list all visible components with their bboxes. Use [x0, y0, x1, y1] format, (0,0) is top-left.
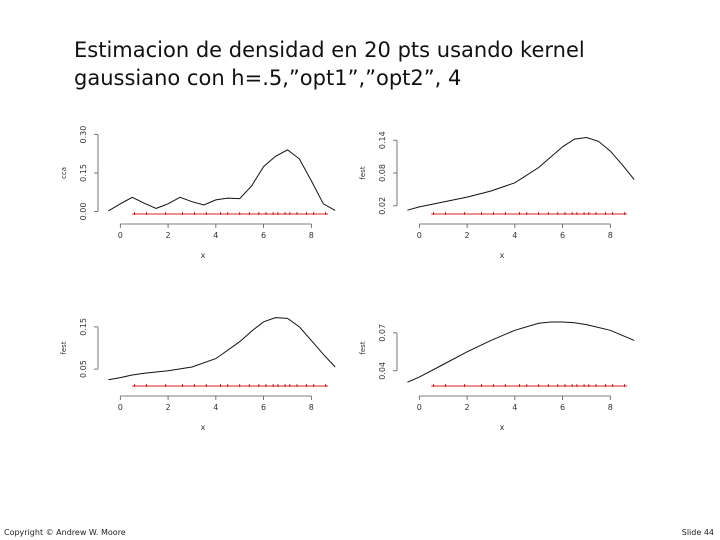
- x-axis-label: x: [201, 423, 206, 432]
- plot-top-right: 0 2 4 6 8 x 0.02 0.08 0.14 fest: [359, 131, 635, 260]
- x-tick-label: 4: [213, 403, 218, 412]
- x-tick-label: 8: [309, 403, 314, 412]
- y-tick-label: 0.02: [378, 197, 387, 215]
- y-tick-label: 0.15: [79, 164, 88, 182]
- y-tick-label: 0.15: [79, 318, 88, 336]
- x-tick-label: 0: [417, 403, 422, 412]
- y-tick-label: 0.00: [79, 203, 88, 221]
- x-tick-label: 6: [261, 231, 266, 240]
- x-tick-label: 4: [213, 231, 218, 240]
- density-curve: [407, 321, 635, 383]
- x-tick-label: 2: [465, 231, 470, 240]
- x-tick-label: 2: [166, 403, 171, 412]
- x-tick-label: 0: [118, 403, 123, 412]
- x-axis-label: x: [500, 251, 505, 260]
- density-curve: [108, 317, 336, 381]
- x-tick-label: 0: [417, 231, 422, 240]
- plot-top-left: 0 2 4 6 8 x 0.00 0.15 0.30 cca: [60, 126, 336, 260]
- y-axis-label: fest: [359, 166, 367, 179]
- x-tick-label: 0: [118, 231, 123, 240]
- slide-title-line-1: Estimacion de densidad en 20 pts usando …: [74, 38, 585, 62]
- y-tick-label: 0.07: [378, 324, 387, 342]
- x-tick-label: 8: [608, 231, 613, 240]
- y-tick-label: 0.14: [378, 131, 387, 149]
- x-axis-label: x: [500, 423, 505, 432]
- x-tick-label: 4: [512, 403, 517, 412]
- x-tick-label: 4: [512, 231, 517, 240]
- y-tick-label: 0.05: [79, 360, 88, 378]
- y-tick-label: 0.30: [79, 126, 88, 144]
- x-tick-label: 2: [166, 231, 171, 240]
- y-axis-label: fest: [60, 341, 68, 354]
- plot-bottom-right: 0 2 4 6 8 x 0.04 0.07 fest: [359, 321, 635, 432]
- density-curve: [407, 136, 635, 211]
- x-tick-label: 8: [608, 403, 613, 412]
- footer-slide-number: Slide 44: [681, 528, 714, 537]
- y-tick-label: 0.08: [378, 164, 387, 182]
- slide-title-line-2: gaussiano con h=.5,”opt1”,”opt2”, 4: [74, 66, 462, 90]
- footer-copyright: Copyright © Andrew W. Moore: [4, 528, 126, 537]
- x-tick-label: 6: [560, 403, 565, 412]
- x-tick-label: 2: [465, 403, 470, 412]
- density-curve: [108, 149, 336, 212]
- x-axis-label: x: [201, 251, 206, 260]
- x-tick-label: 6: [261, 403, 266, 412]
- plot-bottom-left: 0 2 4 6 8 x 0.05 0.15 fest: [60, 317, 336, 432]
- y-axis-label: fest: [359, 341, 367, 354]
- x-tick-label: 8: [309, 231, 314, 240]
- x-tick-label: 6: [560, 231, 565, 240]
- y-axis-label: cca: [60, 167, 68, 179]
- slide-title: Estimacion de densidad en 20 pts usando …: [74, 36, 674, 92]
- y-tick-label: 0.04: [378, 362, 387, 380]
